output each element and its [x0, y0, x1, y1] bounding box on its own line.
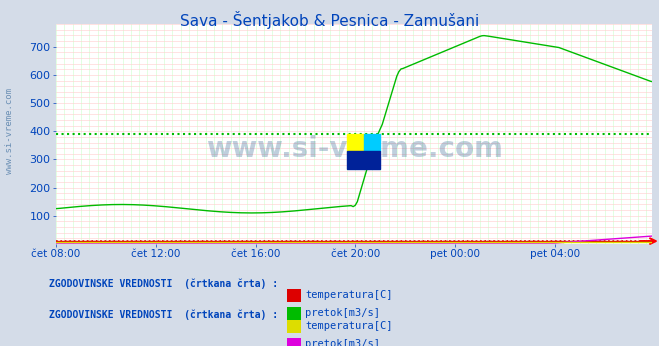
Bar: [364, 134, 380, 151]
Text: ZGODOVINSKE VREDNOSTI  (črtkana črta) :: ZGODOVINSKE VREDNOSTI (črtkana črta) :: [49, 279, 279, 289]
Text: www.si-vreme.com: www.si-vreme.com: [5, 89, 14, 174]
Bar: [347, 151, 380, 169]
Text: Sava - Šentjakob & Pesnica - Zamušani: Sava - Šentjakob & Pesnica - Zamušani: [180, 11, 479, 29]
Text: temperatura[C]: temperatura[C]: [305, 290, 393, 300]
Text: pretok[m3/s]: pretok[m3/s]: [305, 339, 380, 346]
Text: www.si-vreme.com: www.si-vreme.com: [206, 135, 503, 163]
Text: pretok[m3/s]: pretok[m3/s]: [305, 308, 380, 318]
Bar: [347, 134, 364, 151]
Text: ZGODOVINSKE VREDNOSTI  (črtkana črta) :: ZGODOVINSKE VREDNOSTI (črtkana črta) :: [49, 310, 279, 320]
Text: temperatura[C]: temperatura[C]: [305, 321, 393, 331]
